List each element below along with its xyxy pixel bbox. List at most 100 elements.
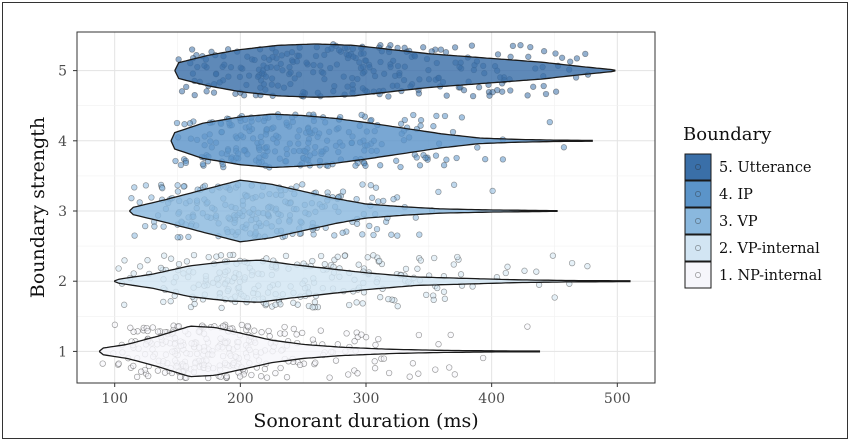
jitter-point-1 [415, 331, 423, 339]
jitter-point-4 [546, 118, 553, 126]
jitter-point-3 [353, 195, 360, 203]
jitter-point-1 [277, 364, 284, 372]
jitter-point-5 [494, 51, 502, 58]
jitter-point-4 [449, 128, 457, 136]
jitter-point-3 [142, 182, 150, 189]
jitter-point-5 [240, 92, 248, 99]
jitter-point-3 [368, 194, 376, 201]
jitter-point-1 [317, 327, 324, 334]
jitter-point-4 [362, 162, 369, 169]
jitter-point-2 [364, 254, 371, 261]
jitter-point-4 [443, 156, 450, 163]
jitter-point-1 [99, 360, 106, 367]
jitter-point-4 [358, 111, 365, 119]
jitter-point-2 [290, 299, 297, 306]
jitter-point-4 [181, 121, 188, 128]
jitter-point-1 [406, 373, 413, 380]
jitter-point-1 [299, 329, 306, 337]
jitter-point-4 [393, 157, 400, 164]
jitter-point-2 [309, 257, 316, 265]
jitter-point-4 [172, 157, 179, 165]
y-tick-label: 3 [58, 204, 67, 220]
jitter-point-1 [281, 323, 288, 331]
jitter-point-5 [567, 58, 574, 65]
jitter-point-2 [272, 301, 279, 308]
jitter-point-2 [321, 261, 328, 268]
jitter-point-5 [191, 91, 198, 99]
violin-5 [174, 43, 616, 98]
jitter-point-4 [173, 119, 181, 127]
jitter-point-3 [142, 222, 149, 230]
jitter-point-1 [133, 373, 141, 381]
jitter-point-2 [431, 254, 438, 262]
jitter-point-5 [469, 92, 477, 100]
violin-4 [170, 113, 593, 169]
jitter-point-1 [272, 369, 279, 377]
jitter-point-3 [412, 214, 419, 221]
x-tick-label: 400 [478, 391, 505, 407]
jitter-point-1 [263, 374, 271, 381]
jitter-point-2 [359, 300, 366, 307]
jitter-point-3 [367, 182, 374, 189]
y-tick-label: 5 [58, 64, 67, 80]
jitter-point-3 [339, 188, 347, 195]
jitter-point-3 [293, 183, 300, 190]
jitter-point-2 [434, 284, 441, 292]
jitter-point-5 [415, 90, 423, 97]
jitter-point-3 [128, 195, 135, 202]
jitter-point-1 [175, 323, 183, 330]
jitter-point-2 [450, 261, 457, 268]
jitter-point-3 [201, 182, 209, 189]
jitter-point-4 [417, 122, 424, 129]
jitter-point-1 [137, 368, 145, 375]
jitter-point-5 [460, 87, 468, 94]
jitter-point-2 [568, 259, 576, 267]
jitter-point-3 [359, 181, 366, 188]
jitter-point-4 [199, 161, 207, 168]
jitter-point-2 [353, 299, 360, 306]
jitter-point-2 [205, 253, 212, 261]
jitter-point-5 [573, 55, 581, 62]
jitter-point-1 [447, 331, 454, 339]
jitter-point-3 [331, 232, 338, 239]
jitter-point-1 [380, 355, 388, 362]
jitter-point-2 [423, 291, 430, 299]
jitter-point-1 [385, 369, 393, 377]
jitter-point-1 [409, 360, 417, 367]
jitter-point-2 [157, 264, 165, 272]
legend-point [695, 164, 701, 170]
jitter-point-3 [151, 223, 158, 230]
jitter-point-1 [296, 361, 304, 369]
jitter-point-1 [372, 341, 379, 349]
jitter-point-4 [458, 114, 466, 121]
jitter-point-1 [115, 360, 122, 367]
jitter-point-1 [451, 371, 458, 378]
jitter-point-1 [332, 357, 340, 364]
jitter-point-3 [148, 194, 155, 201]
jitter-point-5 [188, 46, 196, 53]
jitter-point-2 [175, 260, 183, 268]
jitter-point-1 [371, 365, 379, 372]
jitter-point-1 [111, 321, 119, 328]
jitter-point-5 [232, 90, 239, 97]
jitter-point-2 [370, 252, 377, 259]
jitter-point-2 [309, 304, 316, 311]
jitter-point-1 [362, 334, 370, 341]
legend-swatch [684, 261, 712, 289]
jitter-point-5 [385, 93, 392, 100]
jitter-point-5 [558, 54, 566, 61]
jitter-point-5 [507, 53, 514, 60]
x-axis-title: Sonorant duration (ms) [253, 410, 478, 432]
legend: Boundary 5. Utterance 4. IP 3. VP 2. VP-int… [683, 124, 822, 289]
jitter-point-4 [413, 154, 420, 161]
jitter-point-5 [530, 83, 537, 90]
jitter-point-1 [238, 321, 245, 329]
jitter-point-1 [161, 369, 169, 376]
jitter-point-2 [549, 252, 557, 259]
jitter-point-2 [440, 288, 448, 295]
jitter-point-3 [160, 223, 167, 230]
jitter-point-4 [499, 156, 507, 163]
jitter-point-1 [309, 336, 317, 343]
jitter-point-4 [177, 161, 185, 169]
jitter-point-4 [397, 163, 404, 171]
